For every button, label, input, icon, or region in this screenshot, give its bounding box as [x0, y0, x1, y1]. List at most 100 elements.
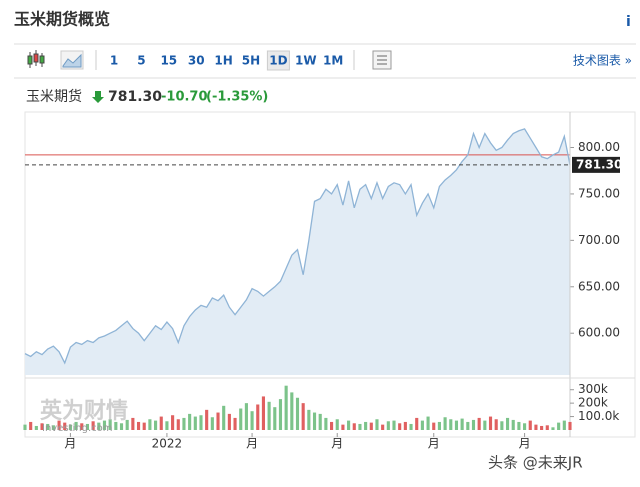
volume-bar [386, 421, 390, 430]
volume-bar [68, 424, 72, 430]
volume-bar [318, 413, 322, 430]
volume-bar [426, 416, 430, 430]
volume-bar [227, 413, 231, 430]
volume-bar [437, 421, 441, 430]
volume-bar [528, 420, 532, 430]
volume-bar [193, 416, 197, 430]
volume-bar [278, 399, 283, 430]
volume-bar [335, 419, 339, 430]
volume-bar [511, 419, 515, 430]
area-icon[interactable] [60, 50, 84, 70]
volume-bar [466, 421, 470, 430]
volume-bar [57, 420, 61, 430]
volume-bar [40, 423, 44, 430]
volume-bar [154, 420, 158, 430]
volume-bar [108, 419, 112, 430]
volume-bar [460, 418, 464, 430]
down-arrow [92, 91, 104, 103]
volume-bar [500, 421, 504, 430]
volume-bar [415, 417, 419, 430]
volume-bar [97, 422, 101, 430]
price-line [24, 128, 571, 365]
volume-bar [494, 419, 498, 430]
volume-bar [341, 424, 345, 430]
y-tick-label: 650.00 [578, 279, 620, 293]
interval-button[interactable]: 5 [137, 54, 145, 68]
x-tick-label: 月 [64, 437, 76, 451]
volume-bar [352, 423, 356, 430]
y-tick-label: 750.00 [578, 186, 620, 200]
volume-bar [80, 423, 84, 430]
last-price-box [572, 156, 620, 173]
volume-bar [85, 423, 90, 430]
plot: 600.00 650.00 700.00 750.00 800.00 781.30 月 202… [23, 112, 635, 451]
volume-bar [171, 415, 175, 430]
volume-bar [568, 421, 572, 430]
volume-bar [347, 420, 351, 430]
interval-button[interactable]: 1 [110, 54, 118, 68]
interval-button[interactable]: 1H [214, 54, 232, 68]
volume-bar [330, 421, 334, 430]
y-tick-label: 300k [578, 382, 608, 396]
quote-change: -10.70 [161, 90, 208, 105]
chart-frame [24, 111, 636, 438]
interval-button[interactable]: 1M [323, 54, 343, 68]
volume-bar [290, 392, 294, 430]
interval-button[interactable]: 15 [160, 54, 177, 68]
interval-button[interactable]: 1D [269, 54, 287, 68]
volume-bar [148, 419, 152, 430]
volume-bar [540, 425, 544, 430]
volume-bar [534, 424, 538, 430]
volume-bar [454, 420, 459, 430]
volume-bar [488, 416, 493, 430]
volume-bar [273, 407, 277, 430]
last-price-label: 781.30 [576, 157, 622, 171]
interval-button[interactable]: 5H [242, 54, 260, 68]
y-tick-label: 800.00 [578, 140, 620, 154]
volume-bar [403, 421, 407, 430]
interval-button[interactable]: 1W [295, 54, 317, 68]
x-tick-label: 月 [428, 437, 440, 451]
volume-bar [182, 417, 186, 430]
volume-bar [142, 422, 146, 430]
volume-bar [23, 424, 27, 430]
y-tick-label: 100.0k [578, 409, 619, 423]
volume-bar [46, 423, 50, 430]
volume-bar [517, 421, 521, 430]
y-tick-label: 700.00 [578, 233, 620, 247]
volume-bar [222, 405, 226, 430]
table-icon[interactable] [372, 50, 392, 70]
volume-bar [239, 408, 243, 430]
interval-button[interactable]: 30 [188, 54, 205, 68]
volume-bar [250, 411, 254, 430]
volume-bar [307, 409, 311, 430]
volume-bar [324, 417, 328, 430]
volume-bar [449, 419, 453, 430]
volume-bar [381, 424, 385, 430]
candle-icon[interactable] [27, 50, 45, 68]
title: 玉米期货概览 [14, 10, 110, 29]
volume-bar [125, 419, 129, 430]
volume-bar [471, 419, 476, 430]
active-interval [266, 50, 290, 71]
x-tick-label: 月 [246, 437, 258, 451]
tech-chart-link[interactable]: 技术图表 » [573, 54, 632, 68]
volume-bar [188, 413, 192, 430]
volume-bar [398, 423, 402, 430]
volume-bar [301, 403, 305, 430]
y-tick-label: 600.00 [578, 326, 620, 340]
quote-change-pct: (-1.35%) [206, 90, 268, 105]
x-tick-label: 月 [519, 437, 531, 451]
quote-name: 玉米期货 [26, 88, 82, 105]
volume-bar [216, 412, 220, 430]
volume-bar [199, 415, 203, 430]
x-tick-label: 月 [331, 437, 343, 451]
volume-bar [29, 421, 33, 430]
volume-bar [114, 421, 118, 430]
volume-bar [165, 421, 169, 430]
volume-bar [261, 396, 265, 430]
volume-bar [210, 417, 214, 430]
volume-bar [119, 423, 124, 430]
info-icon[interactable]: i [626, 14, 631, 30]
